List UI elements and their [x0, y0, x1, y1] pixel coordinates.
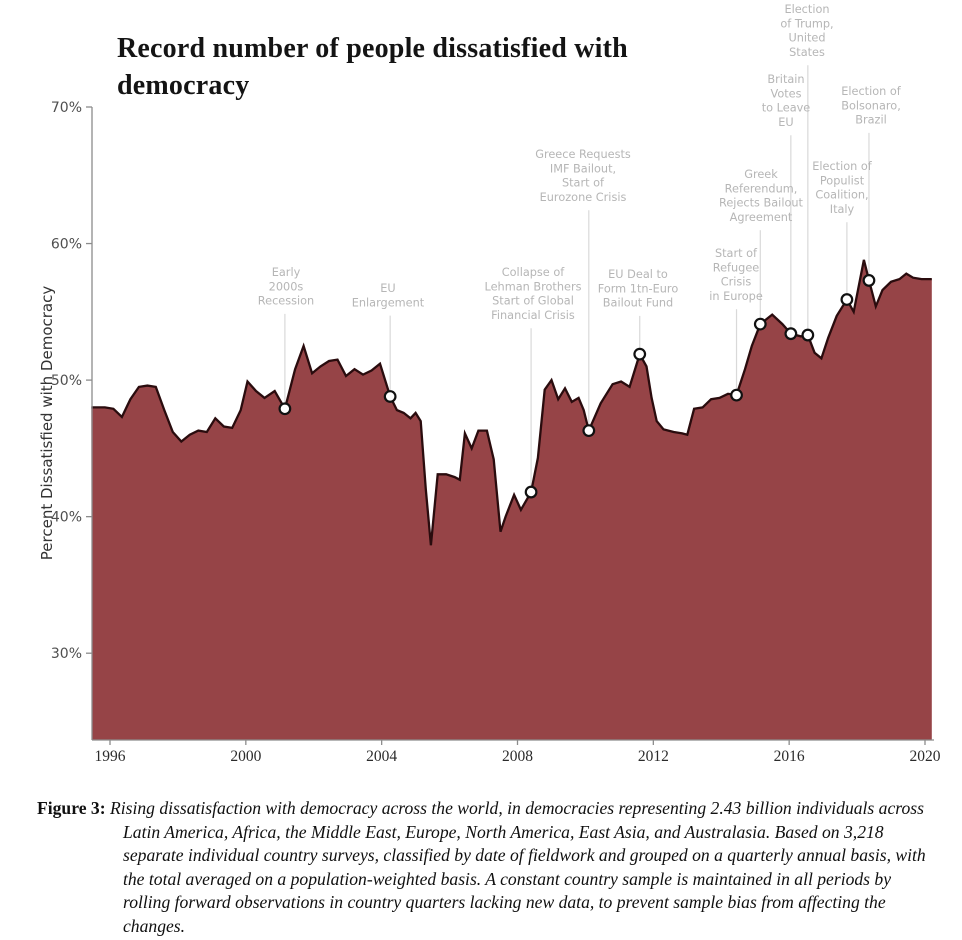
event-marker-eu-bailout-fund-deal	[633, 347, 647, 361]
annotation-label-early-2000s-recession: Early 2000s Recession	[258, 266, 314, 308]
event-marker-refugee-crisis	[730, 388, 743, 402]
annotation-leader-lines	[284, 65, 870, 493]
democracy-dissatisfaction-chart: 30% 40% 50% 60% 70% 1996 2000 2004 2008 2012 2016 2…	[38, 3, 941, 765]
annotation-label-eu-bailout-fund-deal: EU Deal to Form 1tn-Euro Bailout Fund	[598, 268, 679, 310]
figure-caption-label: Figure 3:	[37, 798, 106, 818]
x-tick-label: 2020	[909, 748, 940, 765]
event-marker-eu-enlargement	[383, 390, 397, 403]
event-marker-trump-election	[801, 328, 815, 342]
y-tick-label: 50%	[51, 373, 82, 389]
event-marker-lehman-collapse	[524, 485, 538, 499]
figure-caption: Figure 3: Rising dissatisfaction with de…	[37, 797, 934, 939]
y-axis-title: Percent Dissatisfied with Democracy	[38, 286, 56, 561]
y-tick-label: 70%	[51, 100, 82, 116]
x-tick-label: 2016	[774, 748, 805, 765]
annotation-label-brexit-vote: Britain Votes to Leave EU	[762, 73, 811, 129]
x-tick-label: 2008	[502, 748, 533, 765]
x-tick-label: 2004	[366, 748, 397, 765]
annotation-label-trump-election: Election of Trump, United States	[780, 3, 833, 59]
figure-caption-text: Rising dissatisfaction with democracy ac…	[109, 798, 926, 936]
trend-line	[91, 259, 932, 546]
y-tick-label: 60%	[51, 237, 82, 253]
area-fill	[91, 259, 932, 740]
event-marker-greek-referendum	[753, 317, 767, 331]
y-tick-label: 40%	[51, 510, 82, 526]
annotation-label-greek-referendum: Greek Referendum, Rejects Bailout Agreement	[719, 168, 804, 224]
event-marker-bolsonaro-election	[862, 274, 876, 287]
annotation-label-eu-enlargement: EU Enlargement	[352, 282, 425, 309]
event-markers	[278, 274, 876, 499]
y-tick-label: 30%	[51, 646, 82, 662]
x-tick-label: 1996	[95, 748, 126, 765]
annotation-label-refugee-crisis: Start of Refugee Crisis in Europe	[709, 247, 763, 303]
annotation-label-italy-populist-coalition: Election of Populist Coalition, Italy	[812, 160, 873, 216]
annotation-labels: Early 2000s Recession EU Enlargement Collapse…	[258, 3, 902, 322]
x-tick-label: 2000	[230, 748, 261, 765]
annotation-label-greece-imf-bailout: Greece Requests IMF Bailout, Start of Euroz…	[535, 148, 631, 204]
chart-area: 30% 40% 50% 60% 70% 1996 2000 2004 2008 2012 2016 2…	[38, 3, 941, 765]
x-tick-label: 2012	[638, 748, 669, 765]
figure-caption-paragraph: Figure 3: Rising dissatisfaction with de…	[37, 797, 934, 939]
event-marker-greece-imf-bailout	[582, 424, 596, 438]
event-marker-brexit-vote	[784, 327, 798, 341]
event-marker-early-2000s-recession	[278, 402, 292, 416]
chart-title: Record number of people dissatisfied wit…	[117, 33, 628, 101]
annotation-label-lehman-collapse: Collapse of Lehman Brothers Start of Globa…	[484, 266, 581, 322]
annotation-label-bolsonaro-election: Election of Bolsonaro, Brazil	[841, 85, 902, 127]
event-marker-italy-populist-coalition	[840, 293, 854, 306]
axes: 30% 40% 50% 60% 70% 1996 2000 2004 2008 2012 2016 2…	[51, 100, 941, 765]
